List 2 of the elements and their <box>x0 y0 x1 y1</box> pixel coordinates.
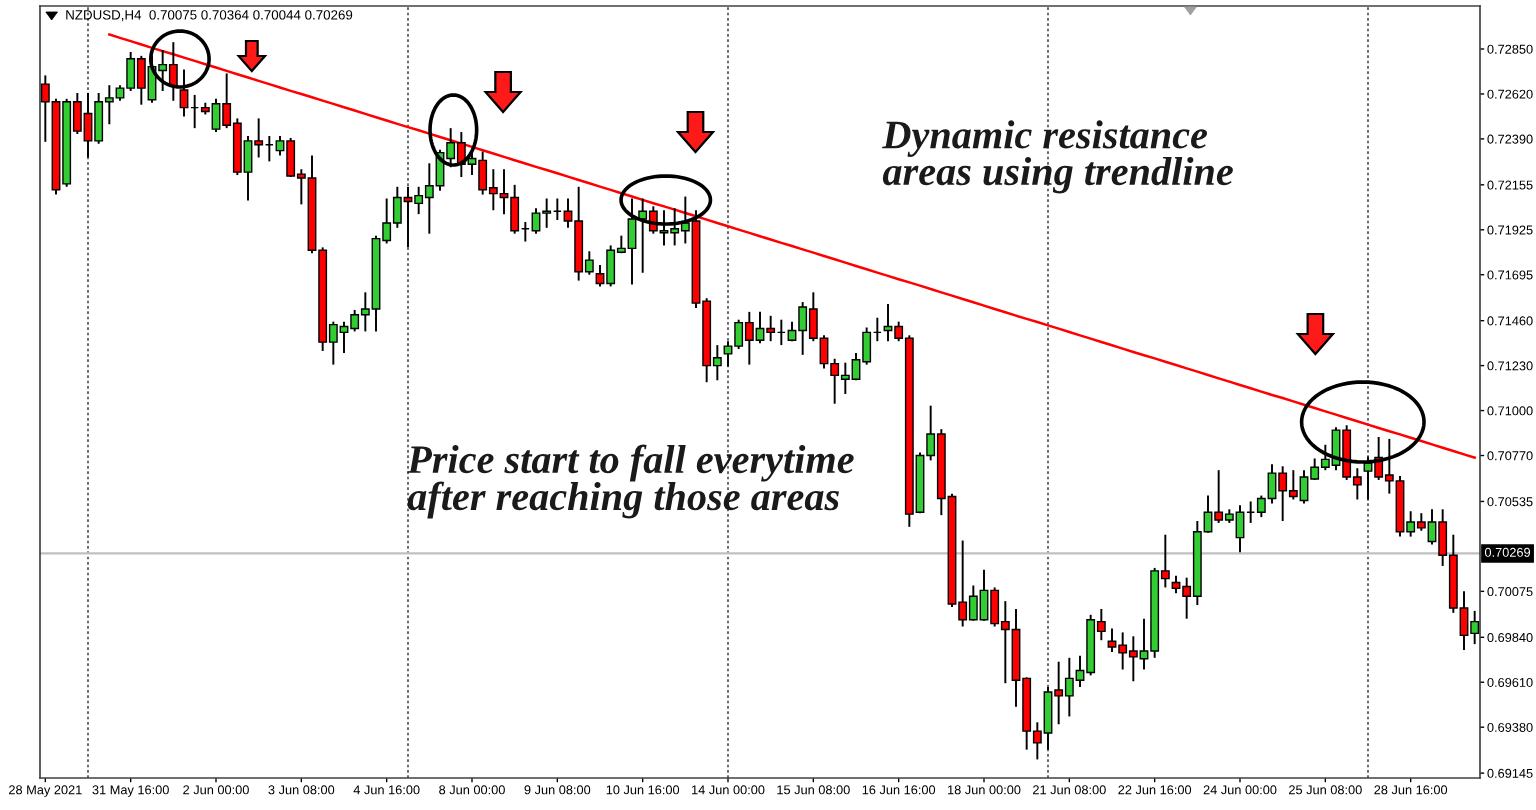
annotation: Price start to fall everytime after reaching those areas <box>407 444 854 519</box>
annotation: Dynamic resistance areas using trendline <box>882 120 1233 194</box>
